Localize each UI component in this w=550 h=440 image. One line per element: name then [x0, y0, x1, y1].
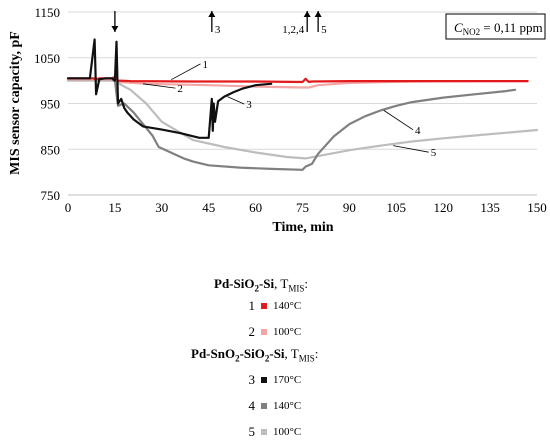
event-arrow-label-3: 5 [321, 24, 327, 36]
x-tick-label-2: 30 [155, 200, 168, 215]
y-tick-label-3: 1050 [34, 51, 60, 66]
legend-item-temp: 170°C [273, 374, 302, 386]
series-line-4 [66, 78, 517, 171]
y-axis-title: MIS sensor capacity, pF [8, 31, 23, 175]
x-tick-label-3: 45 [202, 200, 215, 215]
x-tick-label-1: 15 [108, 200, 121, 215]
event-arrow-head-2 [303, 11, 311, 17]
legend-item-5: 5 100°C [241, 424, 302, 440]
conc-value: = 0,11 ppm [480, 20, 542, 35]
legend-item-temp: 100°C [273, 426, 302, 438]
event-arrow-label-1: 3 [215, 24, 221, 36]
legend-group2-title: Pd-SnO2-SiO2-Si, TMIS: [191, 346, 319, 364]
annotation-leader-1 [170, 63, 201, 81]
conc-symbol: C [454, 20, 463, 35]
annotation-label-4: 4 [415, 125, 421, 137]
legend-swatch [261, 303, 267, 309]
x-tick-label-0: 0 [65, 200, 72, 215]
legend-item-temp: 140°C [273, 400, 302, 412]
y-tick-label-1: 850 [41, 142, 61, 157]
legend-item-temp: 140°C [273, 300, 302, 312]
legend-swatch [261, 377, 267, 383]
legend-item-2: 2 100°C [241, 324, 302, 340]
legend-item-number: 5 [248, 424, 256, 439]
annotation-leader-5 [393, 145, 429, 153]
x-tick-label-10: 150 [527, 200, 547, 215]
x-axis-title: Time, min [272, 220, 333, 235]
annotation-label-2: 2 [177, 83, 183, 95]
event-arrow-label-2: 1,2,4 [282, 24, 305, 36]
event-arrow-head-0 [111, 26, 119, 32]
legend-item-number: 2 [248, 324, 256, 339]
event-arrow-head-1 [208, 11, 216, 17]
event-arrow-head-3 [314, 11, 322, 17]
curve-annotations: 1 2 3 45 [142, 59, 437, 159]
x-tick-label-7: 105 [387, 200, 407, 215]
legend-item-temp: 100°C [273, 326, 302, 338]
x-tick-label-8: 120 [433, 200, 453, 215]
annotation-label-5: 5 [431, 147, 437, 159]
series-line-3 [66, 38, 273, 139]
x-tick-label-6: 90 [343, 200, 356, 215]
legend-group1-title: Pd-SiO2-Si, TMIS: [214, 276, 308, 294]
concentration-box: CNO2 = 0,11 ppm [445, 13, 546, 40]
annotation-leader-3 [227, 96, 245, 105]
x-tick-label-9: 135 [480, 200, 500, 215]
series-line-1 [66, 75, 529, 84]
legend-swatch [261, 429, 267, 435]
x-tick-label-4: 60 [249, 200, 262, 215]
annotation-label-1: 1 [202, 59, 208, 71]
series-line-5 [66, 79, 539, 160]
tick-labels: 0 15 30 45 60 75 90 105 120 135 150750850950105011… [34, 5, 547, 215]
legend-item-3: 3 170°C [241, 372, 302, 388]
legend-item-1: 1 140°C [241, 298, 302, 314]
annotation-leader-4 [383, 110, 414, 131]
annotation-label-3: 3 [246, 99, 252, 111]
svg-text:CNO2 = 0,11 ppm: CNO2 = 0,11 ppm [454, 20, 543, 37]
legend-swatch [261, 403, 267, 409]
legend-item-4: 4 140°C [241, 398, 302, 414]
x-tick-label-5: 75 [296, 200, 309, 215]
y-tick-label-0: 750 [41, 188, 61, 203]
legend-item-number: 3 [248, 372, 256, 387]
y-tick-label-2: 950 [41, 97, 61, 112]
legend-item-number: 4 [248, 398, 256, 413]
legend-item-number: 1 [248, 298, 256, 313]
y-tick-label-4: 1150 [34, 5, 60, 20]
annotation-leader-2 [142, 83, 176, 89]
legend-swatch [261, 329, 267, 335]
conc-sub: NO2 [463, 27, 481, 37]
event-arrows: 3 1,2,4 5 [111, 11, 327, 36]
series-group [66, 38, 539, 171]
